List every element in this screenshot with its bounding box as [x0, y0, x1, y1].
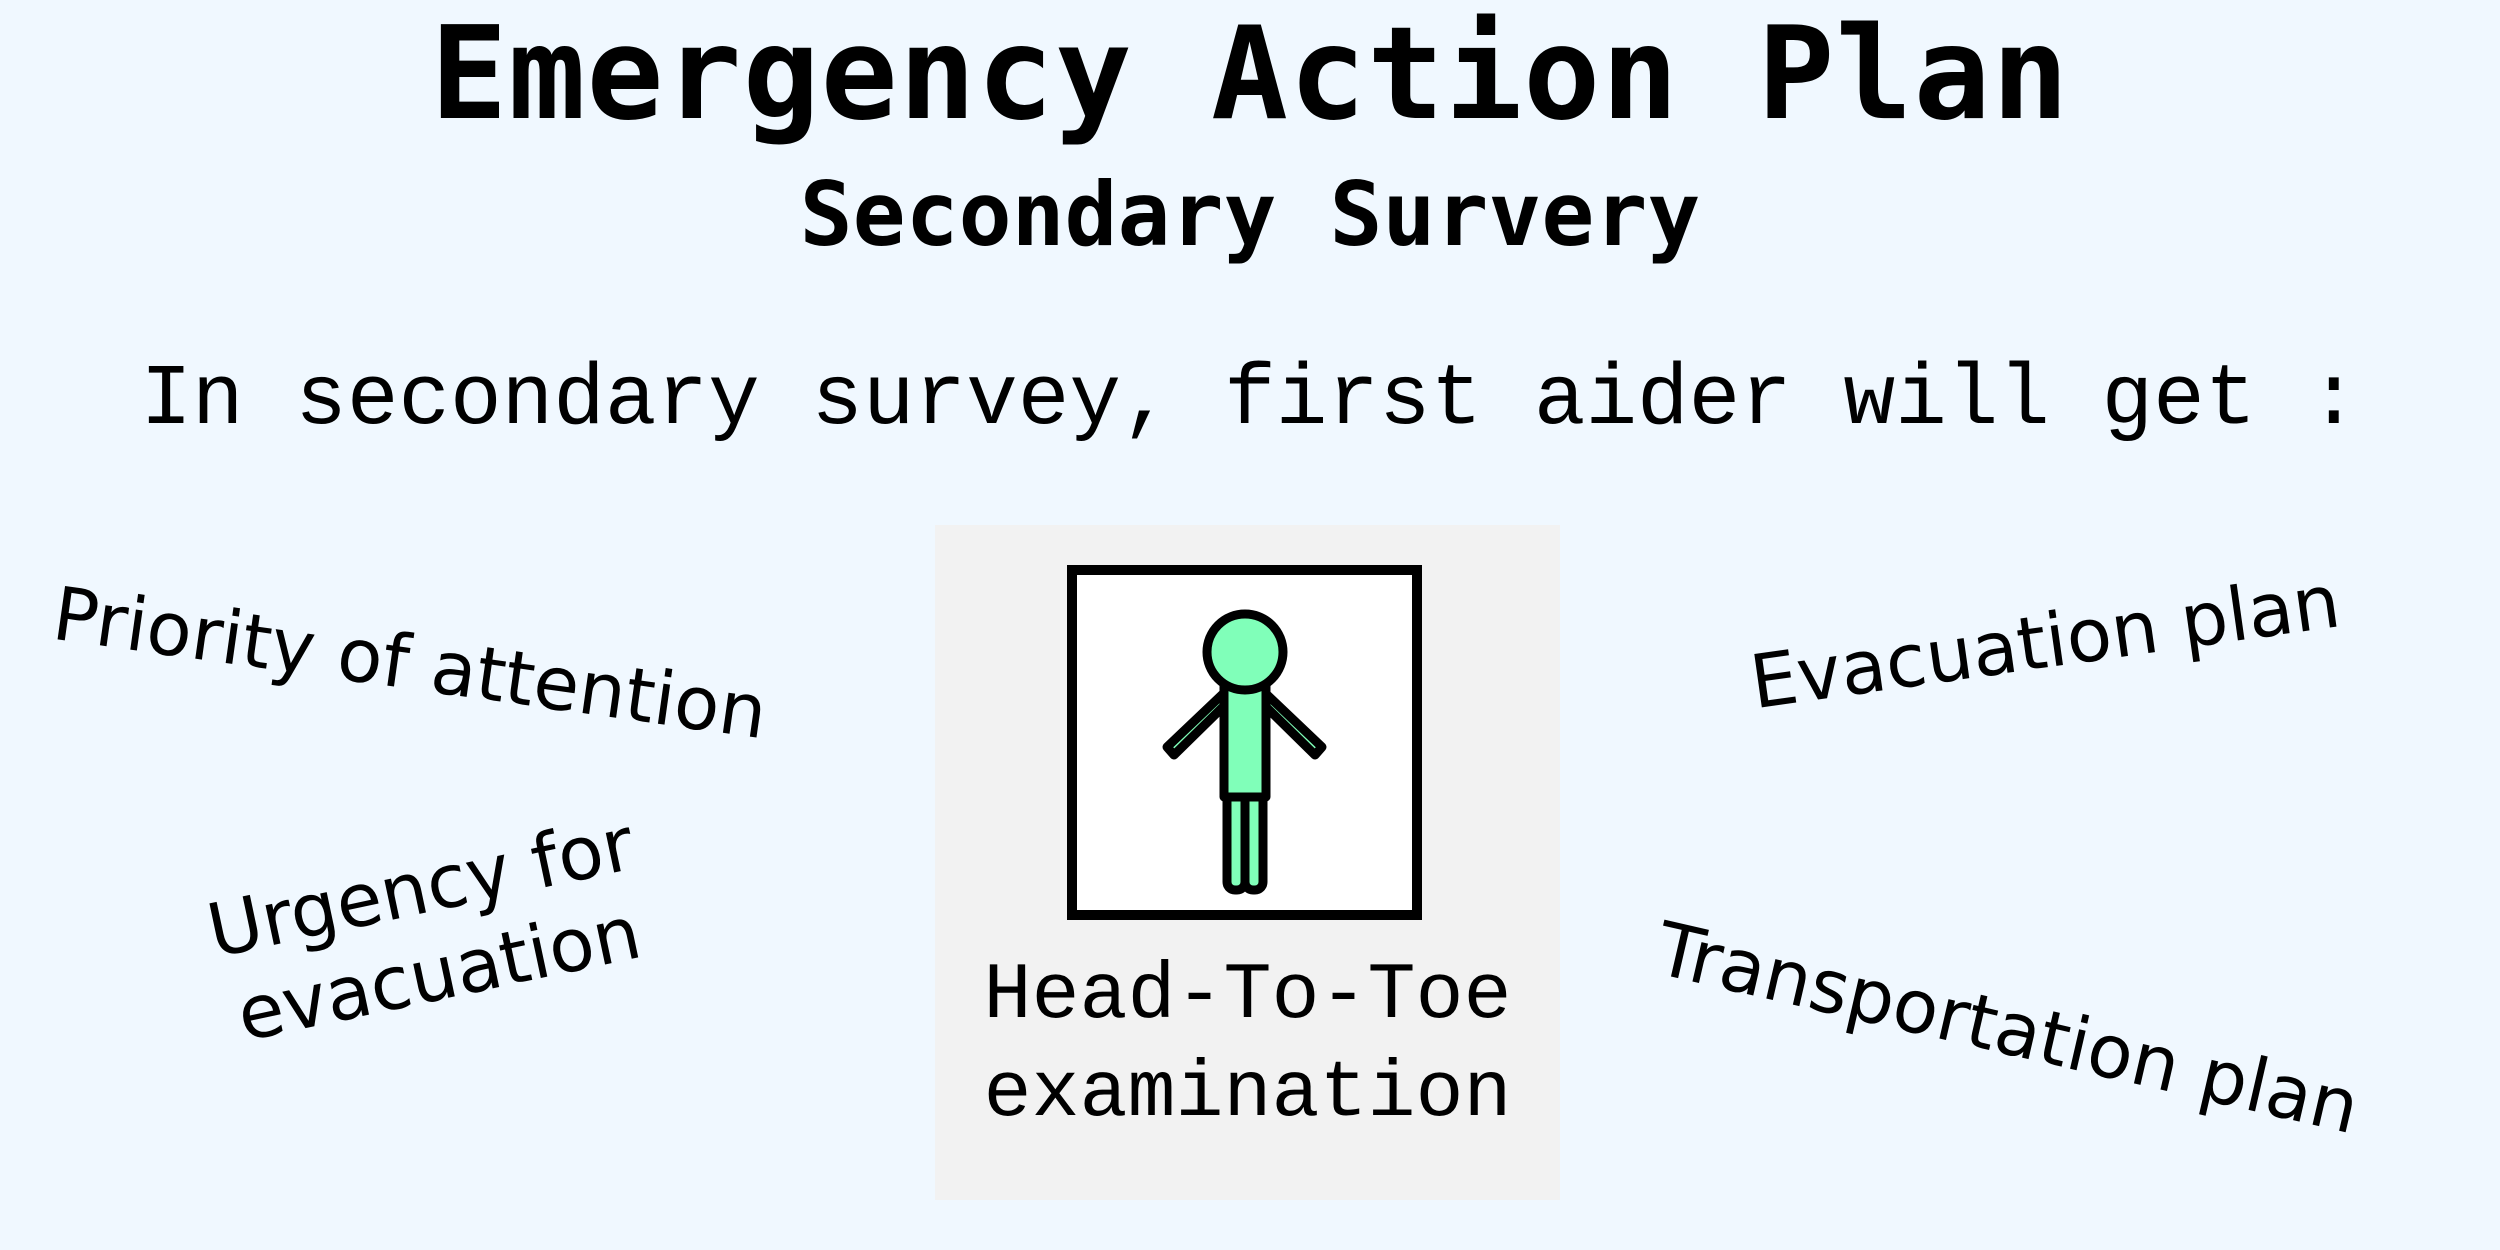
intro-text: In secondary survey, first aider will ge…: [140, 351, 2360, 449]
page-subtitle: Secondary Survery: [799, 163, 1701, 266]
person-right-leg: [1240, 785, 1268, 895]
person-head: [1202, 609, 1288, 695]
person-left-arm: [1162, 685, 1232, 760]
person-torso: [1219, 680, 1271, 802]
head-to-toe-label-line-2: examination: [983, 1049, 1512, 1140]
item-evacuation-plan: Evacuation plan: [1745, 558, 2346, 727]
item-urgency-for-evacuation: Urgency for evacuation: [200, 800, 660, 1062]
person-right-arm: [1257, 685, 1327, 760]
head-to-toe-label-line-1: Head-To-Toe: [983, 951, 1512, 1042]
person-icon: [1162, 609, 1327, 895]
figure-frame: [1067, 565, 1422, 920]
page-title: Emergency Action Plan: [430, 0, 2070, 149]
head-to-toe-label: Head-To-Toe examination: [935, 948, 1560, 1144]
item-transportation-plan: Transportation plan: [1648, 905, 2368, 1152]
item-priority-of-attention: Priority of attention: [47, 570, 773, 757]
